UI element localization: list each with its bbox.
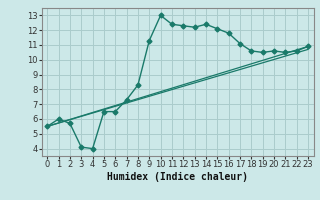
X-axis label: Humidex (Indice chaleur): Humidex (Indice chaleur) — [107, 172, 248, 182]
